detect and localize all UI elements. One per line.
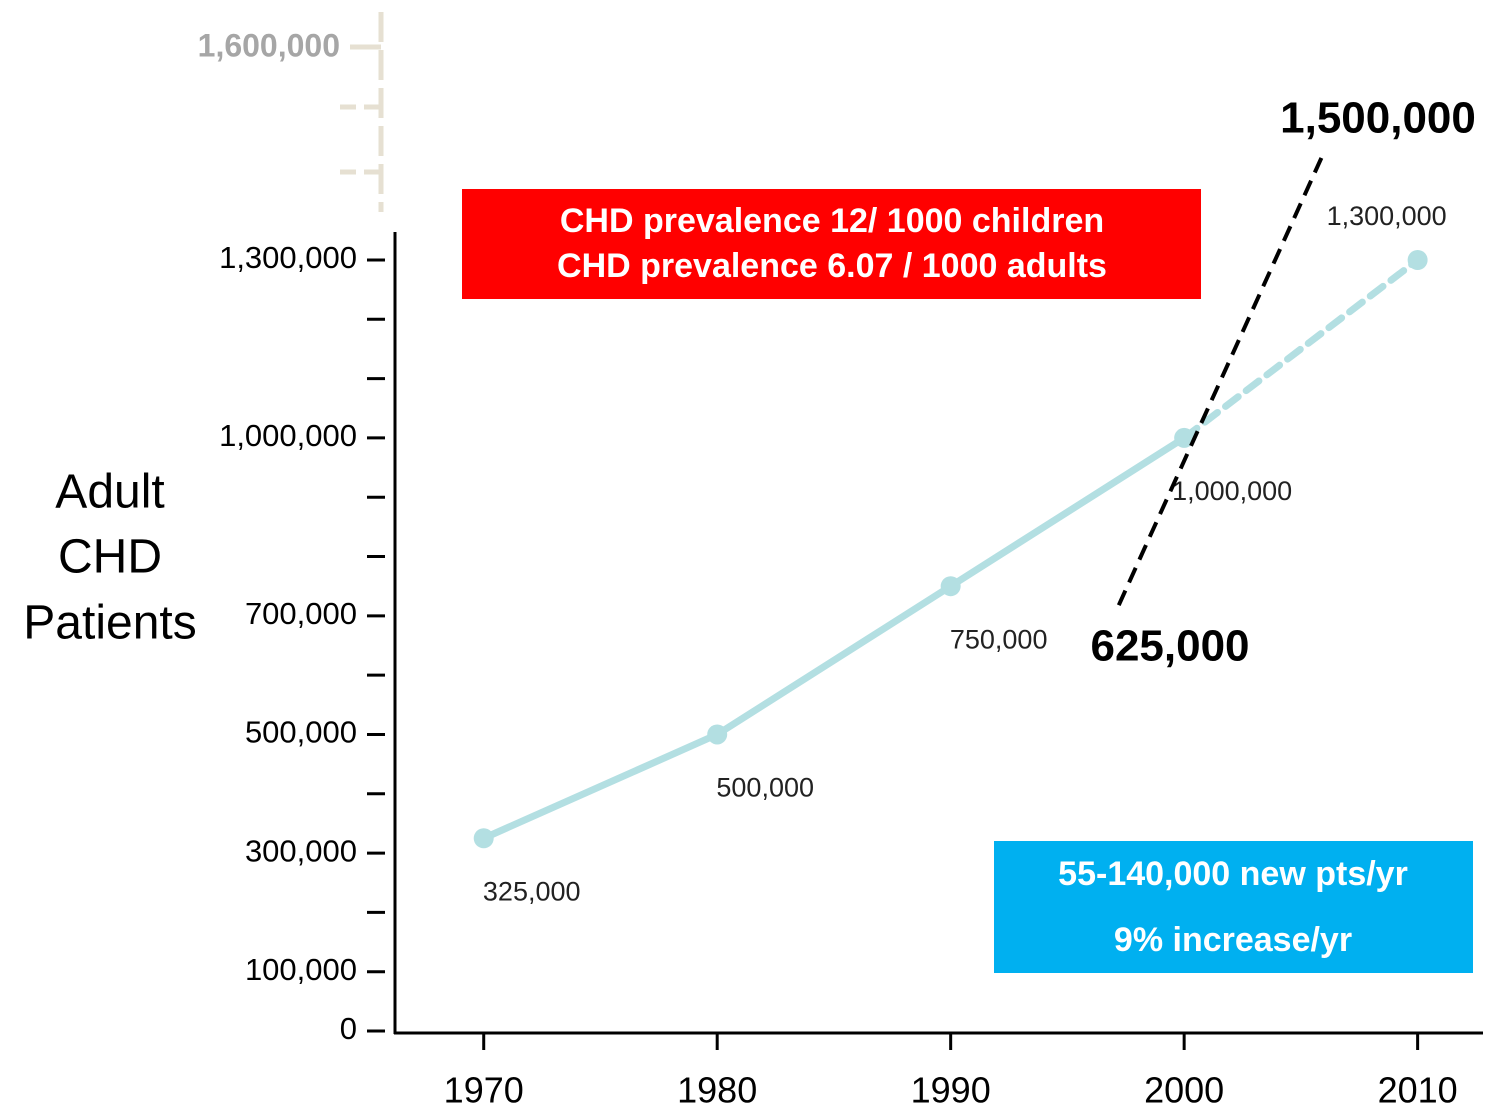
y-axis-label: Patients: [23, 597, 196, 650]
series-point: [707, 724, 728, 745]
y-tick-label: 100,000: [245, 952, 357, 987]
box-text: CHD prevalence 6.07 / 1000 adults: [557, 247, 1107, 285]
y-tick-label: 0: [340, 1011, 357, 1046]
series-point: [1407, 250, 1428, 270]
ghost-tick-label: 1,600,000: [198, 27, 340, 63]
box-text: CHD prevalence 12/ 1000 children: [560, 202, 1104, 240]
data-label: 500,000: [716, 773, 814, 803]
series-line: [1180, 256, 1422, 442]
projection-line: [1116, 155, 1324, 606]
y-tick-label: 1,300,000: [219, 240, 357, 275]
box-text: 55-140,000 new pts/yr: [1058, 855, 1408, 893]
y-axis-label: CHD: [58, 531, 162, 584]
data-label: 1,000,000: [1172, 476, 1292, 506]
y-tick-label: 1,000,000: [219, 418, 357, 453]
series-point: [940, 576, 961, 597]
x-tick-label: 1990: [911, 1070, 991, 1111]
x-tick-label: 2010: [1378, 1070, 1458, 1111]
x-tick-label: 1980: [677, 1070, 757, 1111]
data-label: 1,300,000: [1327, 201, 1447, 231]
x-tick-label: 1970: [444, 1070, 524, 1111]
box-text: 9% increase/yr: [1114, 921, 1352, 959]
annotation: 1,500,000: [1280, 94, 1476, 143]
y-axis-label: Adult: [55, 466, 164, 519]
data-label: 750,000: [950, 624, 1048, 654]
red-box: [462, 189, 1201, 299]
series-line: [480, 434, 1188, 842]
series-point: [1174, 427, 1195, 448]
blue-box: [994, 841, 1473, 973]
x-tick-label: 2000: [1144, 1070, 1224, 1111]
y-tick-label: 300,000: [245, 833, 357, 868]
y-tick-label: 700,000: [245, 596, 357, 631]
series-point: [473, 828, 494, 849]
data-label: 325,000: [483, 876, 581, 906]
y-tick-label: 500,000: [245, 715, 357, 750]
annotation: 625,000: [1090, 622, 1249, 671]
